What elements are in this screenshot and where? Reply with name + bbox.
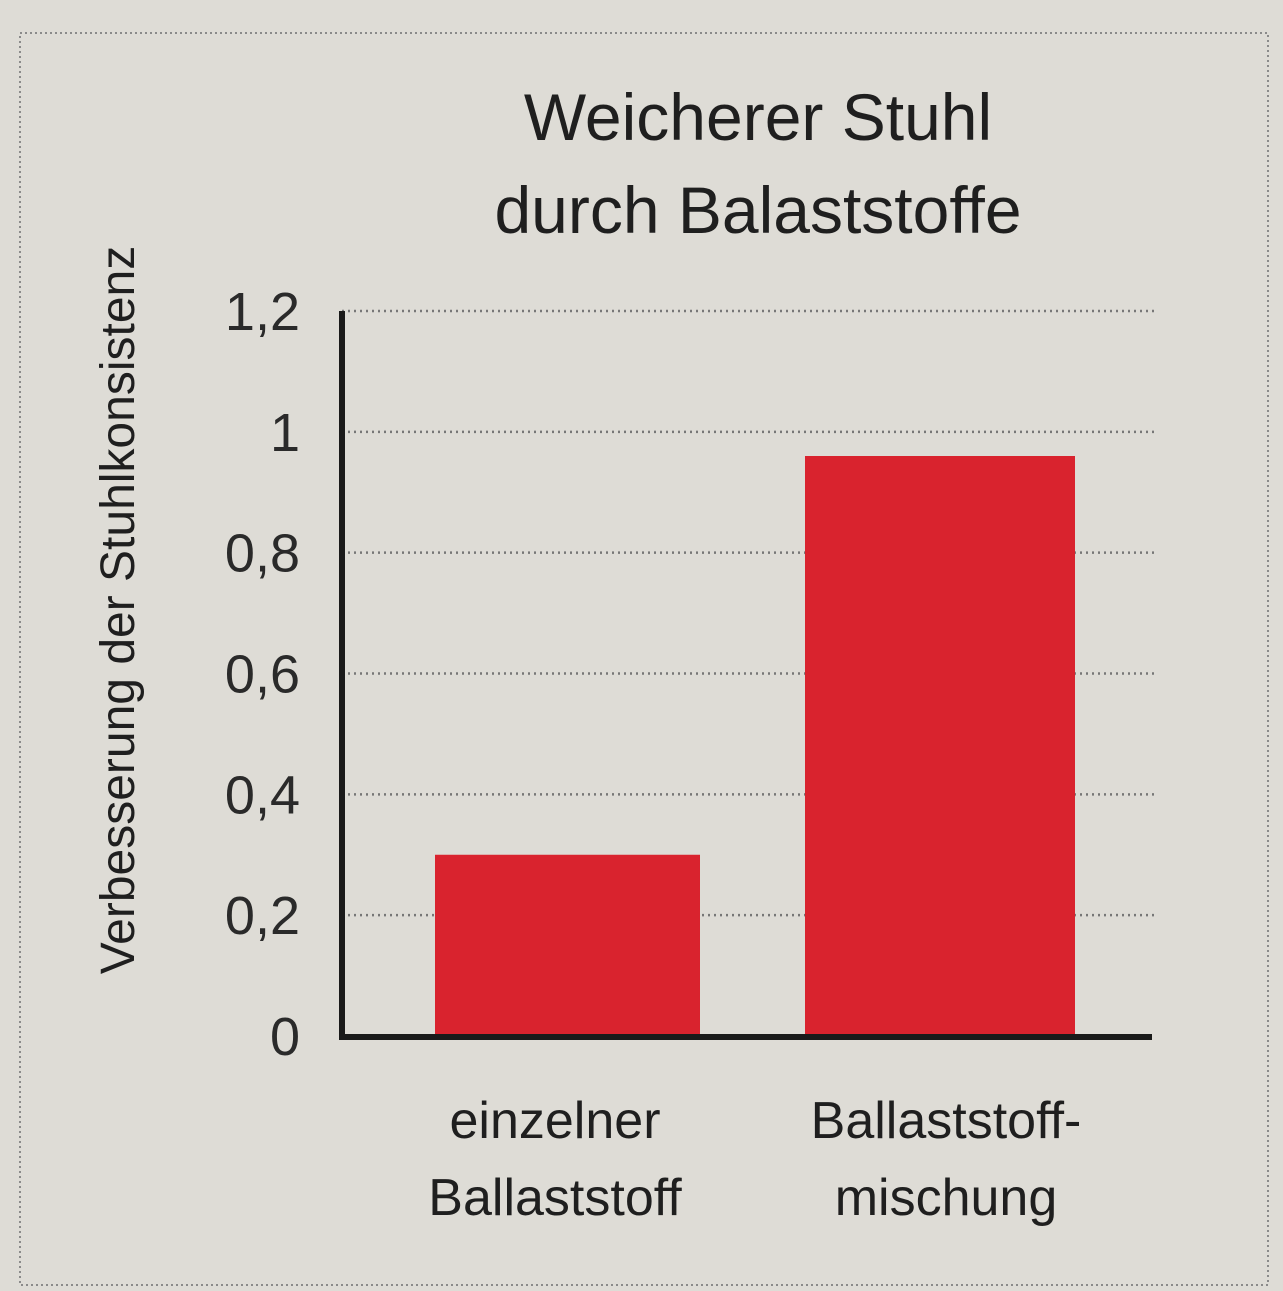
chart-title-line-1: Weicherer Stuhl — [524, 80, 992, 154]
bar-2 — [805, 456, 1075, 1036]
y-axis-label: Verbesserung der Stuhlkonsistenz — [92, 246, 145, 974]
chart-title-line-2: durch Balaststoffe — [494, 173, 1021, 247]
y-tick-label-6: 1,2 — [225, 282, 300, 342]
y-tick-label-5: 1 — [270, 403, 300, 463]
x-category-label-1-line-1: einzelner — [449, 1092, 660, 1150]
x-category-label-1-line-2: Ballaststoff — [428, 1169, 682, 1227]
x-category-label-2-line-2: mischung — [835, 1169, 1058, 1227]
bars — [435, 456, 1075, 1036]
y-tick-label-0: 0 — [270, 1007, 300, 1067]
x-category-label-2-line-1: Ballaststoff- — [811, 1092, 1082, 1150]
y-tick-label-2: 0,4 — [225, 765, 300, 825]
y-tick-label-1: 0,2 — [225, 886, 300, 946]
chart-title: Weicherer Stuhl durch Balaststoffe — [494, 80, 1021, 247]
bar-1 — [435, 854, 700, 1036]
y-tick-labels: 0 0,2 0,4 0,6 0,8 1 1,2 — [225, 282, 300, 1067]
y-tick-label-3: 0,6 — [225, 645, 300, 705]
y-axis-title: Verbesserung der Stuhlkonsistenz — [92, 246, 145, 974]
y-tick-label-4: 0,8 — [225, 524, 300, 584]
x-category-labels: einzelner Ballaststoff Ballaststoff-mischu… — [428, 1092, 1081, 1227]
axes — [339, 311, 1152, 1040]
